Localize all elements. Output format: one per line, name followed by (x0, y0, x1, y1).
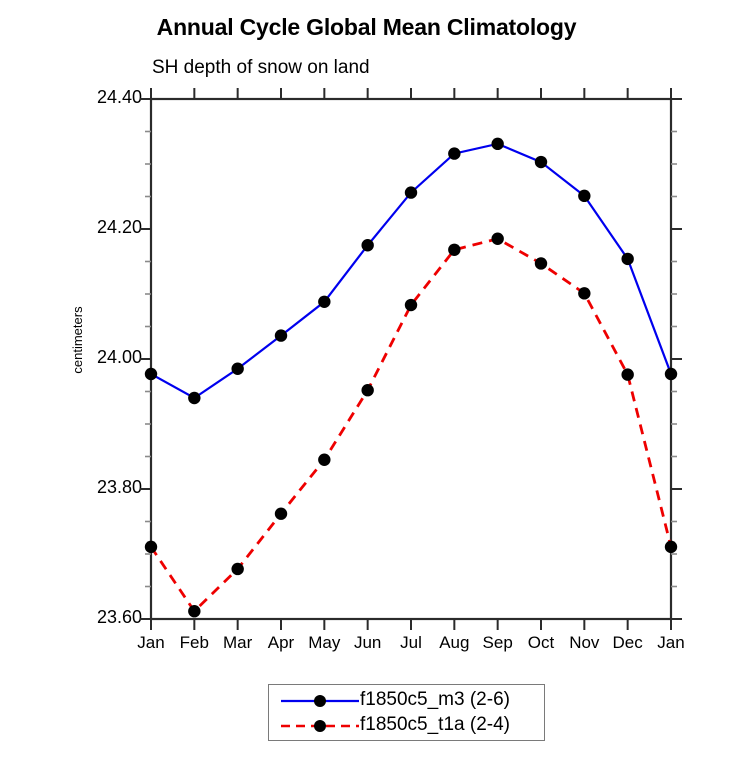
legend-label-series-0: f1850c5_m3 (2-6) (360, 689, 510, 710)
series-1-marker (274, 507, 288, 520)
series-0-marker (144, 367, 158, 381)
legend-swatch-series-1 (281, 720, 359, 732)
series-1-marker (448, 243, 461, 256)
x-tick-label: Jan (657, 633, 685, 652)
x-tick-label: Jan (137, 633, 165, 652)
x-tick-label: Dec (612, 633, 643, 652)
x-tick-label: Sep (482, 633, 513, 652)
series-1-marker (144, 540, 158, 554)
series-1-marker (404, 298, 418, 312)
x-tick-label: Feb (179, 633, 209, 652)
series-1-marker (231, 562, 244, 576)
axis-frame (149, 97, 673, 621)
chart-title: Annual Cycle Global Mean Climatology (156, 14, 577, 40)
y-tick-label: 24.40 (96, 87, 142, 107)
chart-subtitle: SH depth of snow on land (152, 57, 370, 78)
series-0-marker (491, 137, 504, 151)
series-0-marker (188, 391, 201, 405)
series-0-marker (534, 155, 548, 169)
x-tick-label: May (308, 633, 341, 652)
series-0-marker (448, 147, 461, 160)
x-tick-label: Mar (223, 633, 253, 652)
series-0-marker (578, 189, 591, 203)
y-axis-tick-labels: 23.60 23.80 24.00 24.20 24.40 (60, 0, 142, 770)
series-0-marker (664, 367, 678, 381)
y-tick-label: 24.00 (96, 347, 142, 367)
legend-label-series-1: f1850c5_t1a (2-4) (360, 714, 510, 735)
legend: f1850c5_m3 (2-6) f1850c5_t1a (2-4) (268, 684, 545, 741)
x-tick-label: Jun (353, 633, 382, 652)
series-line-0 (150, 142, 673, 400)
series-0-marker (274, 329, 288, 342)
y-tick-label: 24.20 (96, 217, 142, 237)
series-1-marker (361, 384, 374, 397)
series-1-marker (534, 257, 548, 270)
x-tick-label: Jul (400, 633, 422, 652)
series-1-marker (491, 232, 504, 245)
x-tick-label: Oct (527, 633, 555, 652)
legend-entry-0: f1850c5_m3 (2-6) (269, 688, 546, 714)
series-1-marker (318, 453, 331, 466)
series-1-marker (188, 605, 201, 618)
legend-swatch-series-0 (281, 695, 359, 707)
x-tick-label: Nov (569, 633, 600, 652)
series-1-marker (664, 540, 678, 554)
series-0-marker (318, 295, 331, 308)
x-tick-label: Apr (267, 633, 295, 652)
series-0-marker (361, 239, 374, 252)
series-0-marker (231, 362, 244, 375)
series-line-1 (149, 237, 673, 614)
legend-entry-1: f1850c5_t1a (2-4) (269, 713, 546, 739)
series-0-marker (404, 186, 418, 199)
y-tick-label: 23.80 (96, 477, 142, 497)
series-0-marker (621, 252, 634, 266)
series-1-marker (621, 368, 634, 381)
y-tick-label: 23.60 (96, 607, 142, 627)
series-1-marker (578, 287, 591, 300)
x-tick-label: Aug (439, 633, 470, 652)
